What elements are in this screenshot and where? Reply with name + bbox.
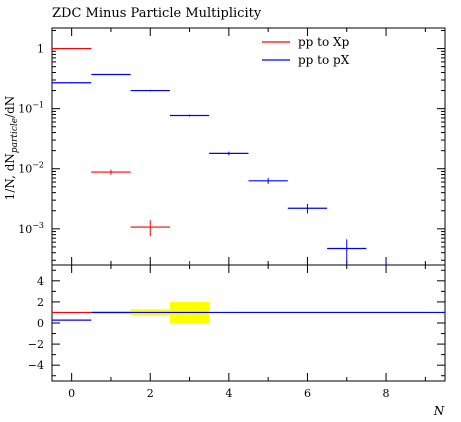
legend-label-series-0: pp to Xp — [298, 35, 350, 49]
ratio-y-tick-label: −4 — [28, 359, 44, 372]
y-tick-label: 1 — [37, 43, 44, 56]
main-x-ticks — [71, 28, 426, 265]
x-tick-label: 8 — [383, 387, 390, 400]
legend: pp to Xp pp to pX — [262, 35, 350, 67]
ratio-y-ticks: −4 −2 0 2 4 — [28, 269, 445, 377]
x-tick-label: 4 — [225, 387, 232, 400]
x-tick-label: 6 — [304, 387, 311, 400]
ratio-y-tick-label: 0 — [37, 317, 44, 330]
ratio-x-ticks: 0 2 4 6 8 — [68, 265, 426, 400]
main-plot-frame — [51, 27, 446, 266]
y-axis-label: 1/N, dNparticle/dN — [3, 96, 20, 201]
y-tick-label: 10−1 — [18, 101, 44, 116]
ratio-y-tick-label: 2 — [37, 296, 44, 309]
x-tick-label: 0 — [68, 387, 75, 400]
legend-label-series-1: pp to pX — [298, 53, 350, 67]
chart-title: ZDC Minus Particle Multiplicity — [52, 6, 262, 21]
ratio-plot-frame — [51, 264, 446, 382]
ratio-y-tick-label: −2 — [28, 338, 44, 351]
x-tick-label: 2 — [147, 387, 154, 400]
y-tick-label: 10−3 — [18, 221, 44, 236]
x-axis-label: N — [433, 404, 445, 418]
series-layer — [52, 47, 387, 265]
y-tick-label: 10−2 — [18, 161, 44, 176]
main-y-ticks: 10−3 10−2 10−1 1 — [18, 29, 445, 261]
ratio-y-tick-label: 4 — [37, 275, 44, 288]
